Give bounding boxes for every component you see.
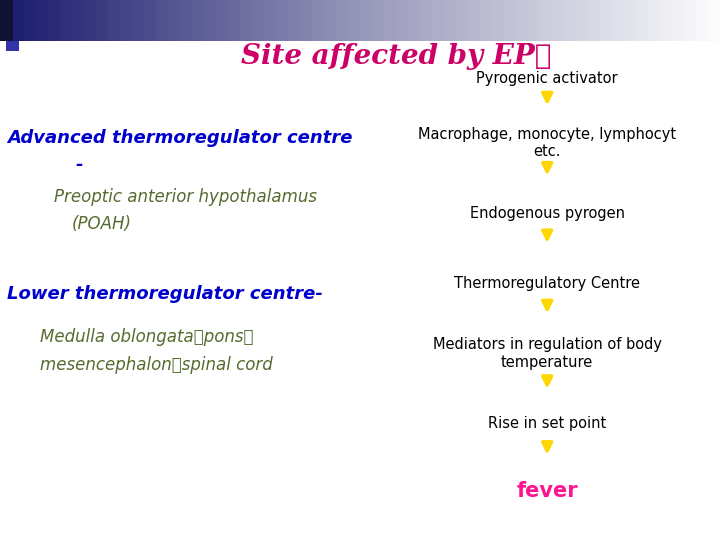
Bar [516, 0, 528, 40]
Bar [60, 0, 72, 40]
Bar [468, 0, 480, 40]
Bar [432, 0, 444, 40]
Text: Macrophage, monocyte, lymphocyt
etc.: Macrophage, monocyte, lymphocyt etc. [418, 127, 676, 159]
Bar [276, 0, 288, 40]
Bar [204, 0, 216, 40]
Bar [252, 0, 264, 40]
Bar [444, 0, 456, 40]
Text: -: - [76, 156, 83, 174]
Text: Advanced thermoregulator centre: Advanced thermoregulator centre [7, 129, 353, 147]
Bar [240, 0, 252, 40]
Bar [6, 40, 19, 51]
Text: Rise in set point: Rise in set point [488, 416, 606, 431]
Text: Preoptic anterior hypothalamus: Preoptic anterior hypothalamus [54, 188, 317, 206]
Bar [552, 0, 564, 40]
Bar [384, 0, 396, 40]
Text: (POAH): (POAH) [72, 215, 132, 233]
Bar [696, 0, 708, 40]
Text: mesencephalon、spinal cord: mesencephalon、spinal cord [40, 355, 272, 374]
Bar [300, 0, 312, 40]
Bar [528, 0, 540, 40]
Bar [0, 0, 13, 40]
Bar [480, 0, 492, 40]
Bar [684, 0, 696, 40]
Bar [228, 0, 240, 40]
Bar [12, 0, 24, 40]
Bar [264, 0, 276, 40]
Bar [600, 0, 612, 40]
Bar [624, 0, 636, 40]
Bar [396, 0, 408, 40]
Bar [492, 0, 504, 40]
Bar [96, 0, 108, 40]
Bar [216, 0, 228, 40]
Bar [336, 0, 348, 40]
Bar [84, 0, 96, 40]
Bar [456, 0, 468, 40]
Text: fever: fever [516, 481, 578, 502]
Bar [348, 0, 360, 40]
Bar [108, 0, 120, 40]
Bar [144, 0, 156, 40]
Bar [192, 0, 204, 40]
Bar [588, 0, 600, 40]
Bar [156, 0, 168, 40]
Bar [36, 0, 48, 40]
Bar [120, 0, 132, 40]
Bar [612, 0, 624, 40]
Bar [504, 0, 516, 40]
Bar [180, 0, 192, 40]
Bar [48, 0, 60, 40]
Bar [408, 0, 420, 40]
Bar [72, 0, 84, 40]
Bar [660, 0, 672, 40]
Bar [708, 0, 720, 40]
Bar [540, 0, 552, 40]
Bar [324, 0, 336, 40]
Bar [312, 0, 324, 40]
Bar [648, 0, 660, 40]
Bar [168, 0, 180, 40]
Text: Site affected by EP：: Site affected by EP： [240, 43, 552, 70]
Text: Pyrogenic activator: Pyrogenic activator [477, 71, 618, 86]
Bar [360, 0, 372, 40]
Bar [420, 0, 432, 40]
Text: Endogenous pyrogen: Endogenous pyrogen [469, 206, 625, 221]
Text: Mediators in regulation of body
temperature: Mediators in regulation of body temperat… [433, 338, 662, 370]
Bar [0, 0, 12, 40]
Bar [288, 0, 300, 40]
Bar [672, 0, 684, 40]
Text: Lower thermoregulator centre-: Lower thermoregulator centre- [7, 285, 323, 303]
Bar [372, 0, 384, 40]
Bar [636, 0, 648, 40]
Text: Thermoregulatory Centre: Thermoregulatory Centre [454, 276, 640, 291]
Bar [24, 0, 36, 40]
Bar [564, 0, 576, 40]
Bar [576, 0, 588, 40]
Bar [132, 0, 144, 40]
Text: Medulla oblongata、pons、: Medulla oblongata、pons、 [40, 328, 253, 347]
